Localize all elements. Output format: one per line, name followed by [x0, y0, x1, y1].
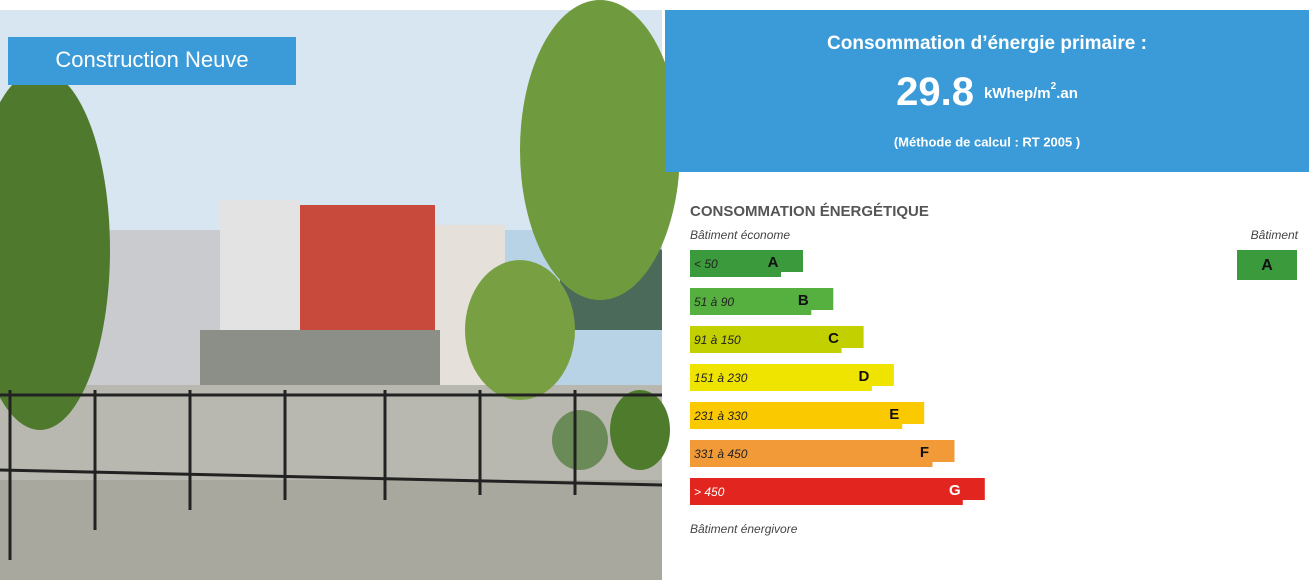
energy-letter: C [828, 330, 839, 347]
building-class: A [1261, 257, 1273, 274]
header-method: (Méthode de calcul : RT 2005 ) [894, 134, 1080, 149]
energy-letter: G [949, 482, 961, 499]
energy-range: 231 à 330 [693, 409, 748, 423]
energy-range: 91 à 150 [694, 333, 741, 347]
building-heading: Bâtiment [1251, 228, 1299, 242]
energy-range: 151 à 230 [694, 371, 748, 385]
header-unit: kWhep/m [984, 85, 1051, 102]
photo [0, 0, 680, 580]
label-title: CONSOMMATION ÉNERGÉTIQUE [690, 203, 929, 220]
photo-caption: Construction Neuve [55, 47, 248, 72]
header-title: Consommation d’énergie primaire : [827, 33, 1147, 54]
header-value: 29.8 [896, 70, 974, 114]
energy-range: 331 à 450 [694, 447, 748, 461]
energy-range: > 450 [694, 485, 725, 499]
energy-letter: D [858, 368, 869, 385]
energy-range: 51 à 90 [694, 295, 734, 309]
header-unit-suffix: .an [1056, 85, 1078, 102]
energy-letter: A [768, 254, 779, 271]
bottom-note: Bâtiment énergivore [690, 522, 798, 536]
page: Construction Neuve Consommation d’énergi… [0, 0, 1309, 580]
energy-letter: F [920, 444, 929, 461]
top-note: Bâtiment économe [690, 228, 790, 242]
energy-bar [690, 478, 985, 505]
energy-range: < 50 [694, 257, 718, 271]
energy-letter: B [798, 292, 809, 309]
energy-letter: E [889, 406, 899, 423]
